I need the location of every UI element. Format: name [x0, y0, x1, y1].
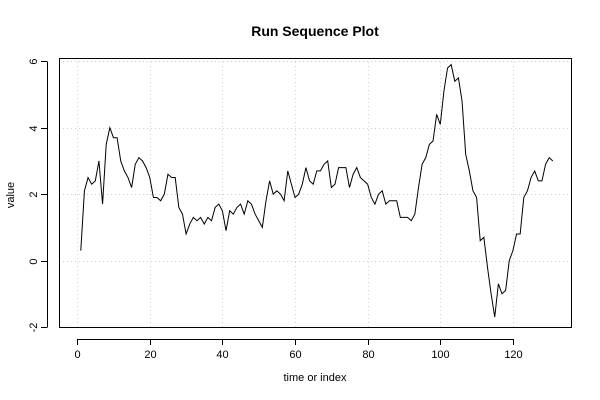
y-tick-label: 0: [28, 258, 40, 264]
y-tick-label: -2: [28, 323, 40, 333]
x-tick-label: 120: [504, 349, 522, 361]
x-tick-label: 80: [362, 349, 374, 361]
x-tick-label: 100: [431, 349, 449, 361]
y-tick-label: 6: [28, 58, 40, 64]
series-line: [80, 63, 554, 318]
x-tick-label: 40: [216, 349, 228, 361]
plot-frame: [59, 58, 572, 328]
y-axis-label: value: [5, 182, 17, 208]
y-tick-label: 2: [28, 191, 40, 197]
grid-lines: [59, 58, 571, 328]
series-layer: [80, 63, 554, 318]
x-tick-label: 60: [289, 349, 301, 361]
chart-title: Run Sequence Plot: [251, 23, 379, 39]
x-axis-label: time or index: [284, 372, 347, 384]
axes: 0 20 40 60 80 100 120 -2 0 2 4 6: [28, 58, 572, 361]
x-tick-label: 20: [144, 349, 156, 361]
x-tick-label: 0: [74, 349, 80, 361]
y-tick-label: 4: [28, 125, 40, 131]
